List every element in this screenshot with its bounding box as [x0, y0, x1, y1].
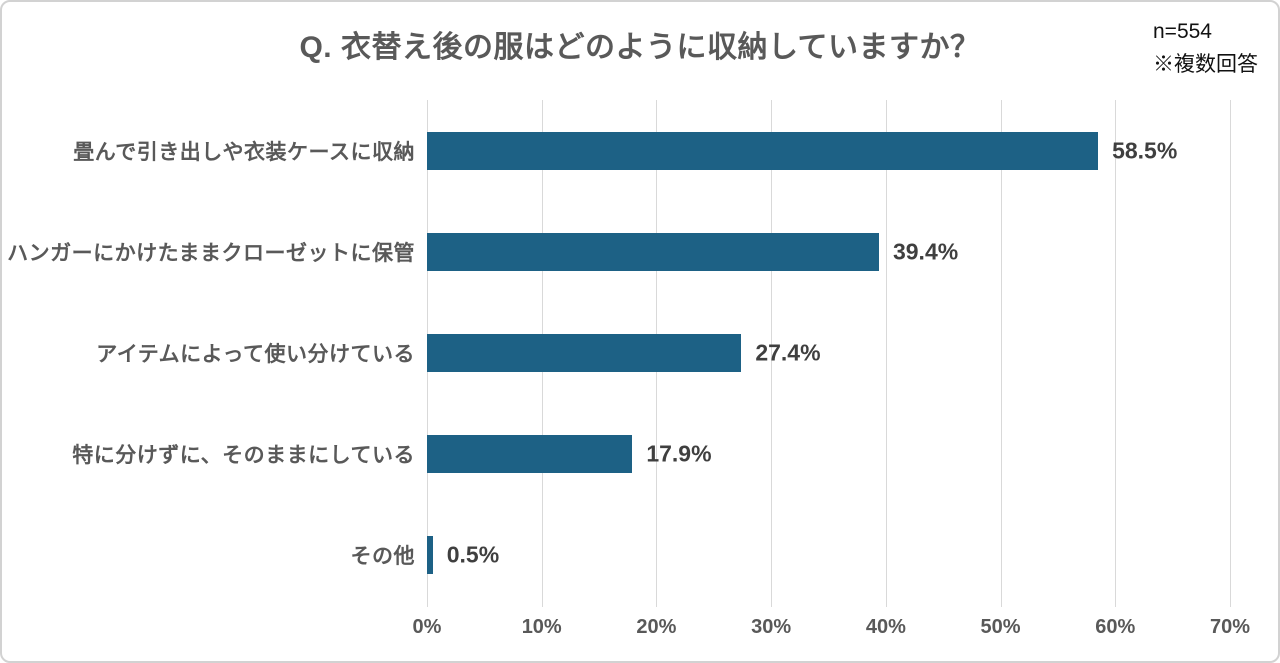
- bar-row: 0.5%: [427, 504, 1230, 605]
- chart-title: Q. 衣替え後の服はどのように収納していますか？: [299, 31, 981, 64]
- value-label: 39.4%: [892, 238, 959, 264]
- category-label: アイテムによって使い分けている: [96, 342, 415, 366]
- gridline: [1230, 100, 1231, 607]
- category-label: 特に分けずに、そのままにしている: [72, 443, 415, 467]
- gridline: [1115, 100, 1117, 607]
- x-tick-label: 70%: [1209, 616, 1251, 638]
- gridline: [885, 100, 887, 607]
- value-label: 17.9%: [646, 440, 712, 466]
- gridline: [1000, 100, 1002, 607]
- value-label: 0.5%: [446, 541, 500, 567]
- x-tick-label: 60%: [1095, 616, 1136, 638]
- x-tick-label: 50%: [980, 616, 1021, 638]
- value-label: 27.4%: [755, 339, 821, 365]
- bar-row: 17.9%: [427, 403, 1230, 504]
- x-tick-label: 40%: [865, 616, 906, 638]
- sample-size-note: n=554: [1153, 20, 1212, 43]
- x-tick-label: 30%: [751, 616, 792, 638]
- value-label: 58.5%: [1112, 137, 1178, 163]
- bar: [427, 535, 433, 574]
- category-label: その他: [350, 544, 415, 568]
- bar-row: 39.4%: [427, 201, 1230, 302]
- category-label: 畳んで引き出しや衣装ケースに収納: [73, 140, 415, 164]
- x-tick-label: 20%: [636, 616, 677, 638]
- bar: [427, 333, 742, 372]
- bar: [427, 131, 1099, 170]
- category-label: ハンガーにかけたままクローゼットに保管: [7, 241, 415, 265]
- bar: [427, 434, 633, 473]
- bar: [427, 232, 879, 271]
- gridline: [771, 100, 773, 607]
- plot-area: 58.5% 39.4% 27.4% 17.9% 0.5%: [427, 100, 1231, 607]
- multi-answer-note: ※複数回答: [1153, 52, 1258, 76]
- x-axis: 0% 10% 20% 30% 40% 50% 60% 70%: [413, 616, 1250, 646]
- x-tick-label: 10%: [521, 616, 562, 638]
- x-tick-label: 0%: [412, 616, 442, 638]
- bar-row: 27.4%: [427, 302, 1230, 403]
- bar-row: 58.5%: [427, 100, 1230, 201]
- chart-notes: n=554 ※複数回答: [1153, 16, 1258, 81]
- category-labels: 畳んで引き出しや衣装ケースに収納ハンガーにかけたままクローゼットに保管アイテムに…: [2, 100, 415, 607]
